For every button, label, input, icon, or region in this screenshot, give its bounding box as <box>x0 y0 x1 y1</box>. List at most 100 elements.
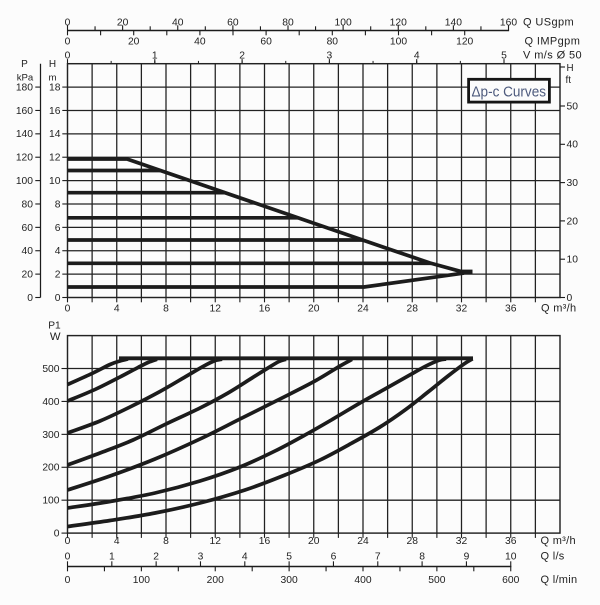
svg-text:6: 6 <box>55 223 61 234</box>
svg-text:400: 400 <box>354 575 371 586</box>
svg-text:60: 60 <box>227 18 239 29</box>
svg-text:60: 60 <box>260 37 272 48</box>
svg-text:2: 2 <box>239 51 245 62</box>
svg-text:50: 50 <box>567 101 579 112</box>
svg-text:32: 32 <box>456 304 468 315</box>
svg-text:80: 80 <box>22 199 34 210</box>
svg-text:80: 80 <box>282 18 294 29</box>
svg-text:32: 32 <box>456 536 468 547</box>
svg-text:120: 120 <box>456 37 473 48</box>
svg-text:0: 0 <box>65 304 71 315</box>
svg-text:180: 180 <box>16 82 33 93</box>
svg-text:0: 0 <box>65 536 71 547</box>
svg-text:0: 0 <box>65 18 71 29</box>
svg-text:V m/s Ø 50: V m/s Ø 50 <box>523 50 582 62</box>
svg-text:1: 1 <box>152 51 158 62</box>
svg-text:0: 0 <box>55 293 61 304</box>
svg-text:6: 6 <box>331 552 337 563</box>
svg-text:500: 500 <box>42 364 59 375</box>
svg-text:12: 12 <box>210 536 222 547</box>
svg-text:20: 20 <box>22 270 34 281</box>
svg-text:0: 0 <box>65 552 71 563</box>
svg-text:200: 200 <box>207 575 224 586</box>
svg-text:0: 0 <box>65 51 71 62</box>
svg-text:40: 40 <box>567 140 579 151</box>
svg-text:24: 24 <box>357 536 369 547</box>
svg-text:4: 4 <box>114 304 120 315</box>
svg-text:200: 200 <box>42 463 59 474</box>
svg-text:20: 20 <box>308 304 320 315</box>
svg-text:12: 12 <box>210 304 222 315</box>
svg-text:24: 24 <box>357 304 369 315</box>
svg-text:H: H <box>49 59 56 70</box>
svg-text:20: 20 <box>308 536 320 547</box>
svg-text:1: 1 <box>109 552 115 563</box>
svg-text:Q m³/h: Q m³/h <box>541 535 576 547</box>
svg-text:20: 20 <box>117 18 129 29</box>
svg-text:H: H <box>567 63 574 74</box>
svg-text:W: W <box>50 331 61 343</box>
svg-text:10: 10 <box>49 176 61 187</box>
svg-text:120: 120 <box>390 18 407 29</box>
svg-text:4: 4 <box>242 552 248 563</box>
svg-text:Q IMPgpm: Q IMPgpm <box>525 36 581 48</box>
svg-text:3: 3 <box>327 51 333 62</box>
svg-text:16: 16 <box>49 106 61 117</box>
svg-text:0: 0 <box>54 529 60 540</box>
svg-text:Q l/min: Q l/min <box>541 574 578 586</box>
svg-text:0: 0 <box>65 37 71 48</box>
svg-text:8: 8 <box>163 304 169 315</box>
svg-text:Q m³/h: Q m³/h <box>541 303 576 315</box>
svg-text:100: 100 <box>335 18 352 29</box>
svg-text:28: 28 <box>407 304 419 315</box>
svg-text:100: 100 <box>42 496 59 507</box>
svg-text:36: 36 <box>505 304 517 315</box>
svg-text:100: 100 <box>133 575 150 586</box>
svg-text:20: 20 <box>567 216 579 227</box>
svg-text:3: 3 <box>198 552 204 563</box>
svg-text:5: 5 <box>286 552 292 563</box>
svg-text:Q USgpm: Q USgpm <box>523 17 574 29</box>
svg-text:10: 10 <box>505 552 517 563</box>
svg-text:0: 0 <box>27 293 33 304</box>
svg-text:20: 20 <box>128 37 140 48</box>
svg-text:120: 120 <box>16 153 33 164</box>
svg-text:8: 8 <box>419 552 425 563</box>
svg-text:300: 300 <box>42 430 59 441</box>
svg-text:16: 16 <box>259 304 271 315</box>
svg-text:40: 40 <box>22 246 34 257</box>
svg-text:100: 100 <box>16 176 33 187</box>
svg-text:Q l/s: Q l/s <box>541 551 565 563</box>
svg-text:400: 400 <box>42 397 59 408</box>
svg-text:160: 160 <box>16 106 33 117</box>
svg-text:16: 16 <box>259 536 271 547</box>
svg-text:300: 300 <box>281 575 298 586</box>
svg-text:14: 14 <box>49 129 61 140</box>
svg-text:4: 4 <box>55 246 61 257</box>
svg-text:40: 40 <box>172 18 184 29</box>
svg-text:2: 2 <box>153 552 159 563</box>
svg-text:P1: P1 <box>48 321 61 332</box>
svg-text:5: 5 <box>501 51 507 62</box>
svg-text:600: 600 <box>502 575 519 586</box>
svg-text:40: 40 <box>194 37 206 48</box>
svg-text:140: 140 <box>445 18 462 29</box>
svg-text:100: 100 <box>390 37 407 48</box>
svg-text:28: 28 <box>407 536 419 547</box>
svg-text:10: 10 <box>567 255 579 266</box>
svg-text:12: 12 <box>49 153 61 164</box>
svg-text:160: 160 <box>500 18 517 29</box>
svg-text:0: 0 <box>65 575 71 586</box>
svg-text:9: 9 <box>464 552 470 563</box>
svg-text:ft: ft <box>566 75 572 86</box>
svg-text:P: P <box>21 59 28 70</box>
svg-text:500: 500 <box>428 575 445 586</box>
svg-text:30: 30 <box>567 178 579 189</box>
svg-text:140: 140 <box>16 129 33 140</box>
svg-text:18: 18 <box>49 82 61 93</box>
svg-text:60: 60 <box>22 223 34 234</box>
svg-text:kPa: kPa <box>17 73 34 84</box>
svg-text:36: 36 <box>505 536 517 547</box>
svg-text:8: 8 <box>163 536 169 547</box>
svg-text:4: 4 <box>414 51 420 62</box>
